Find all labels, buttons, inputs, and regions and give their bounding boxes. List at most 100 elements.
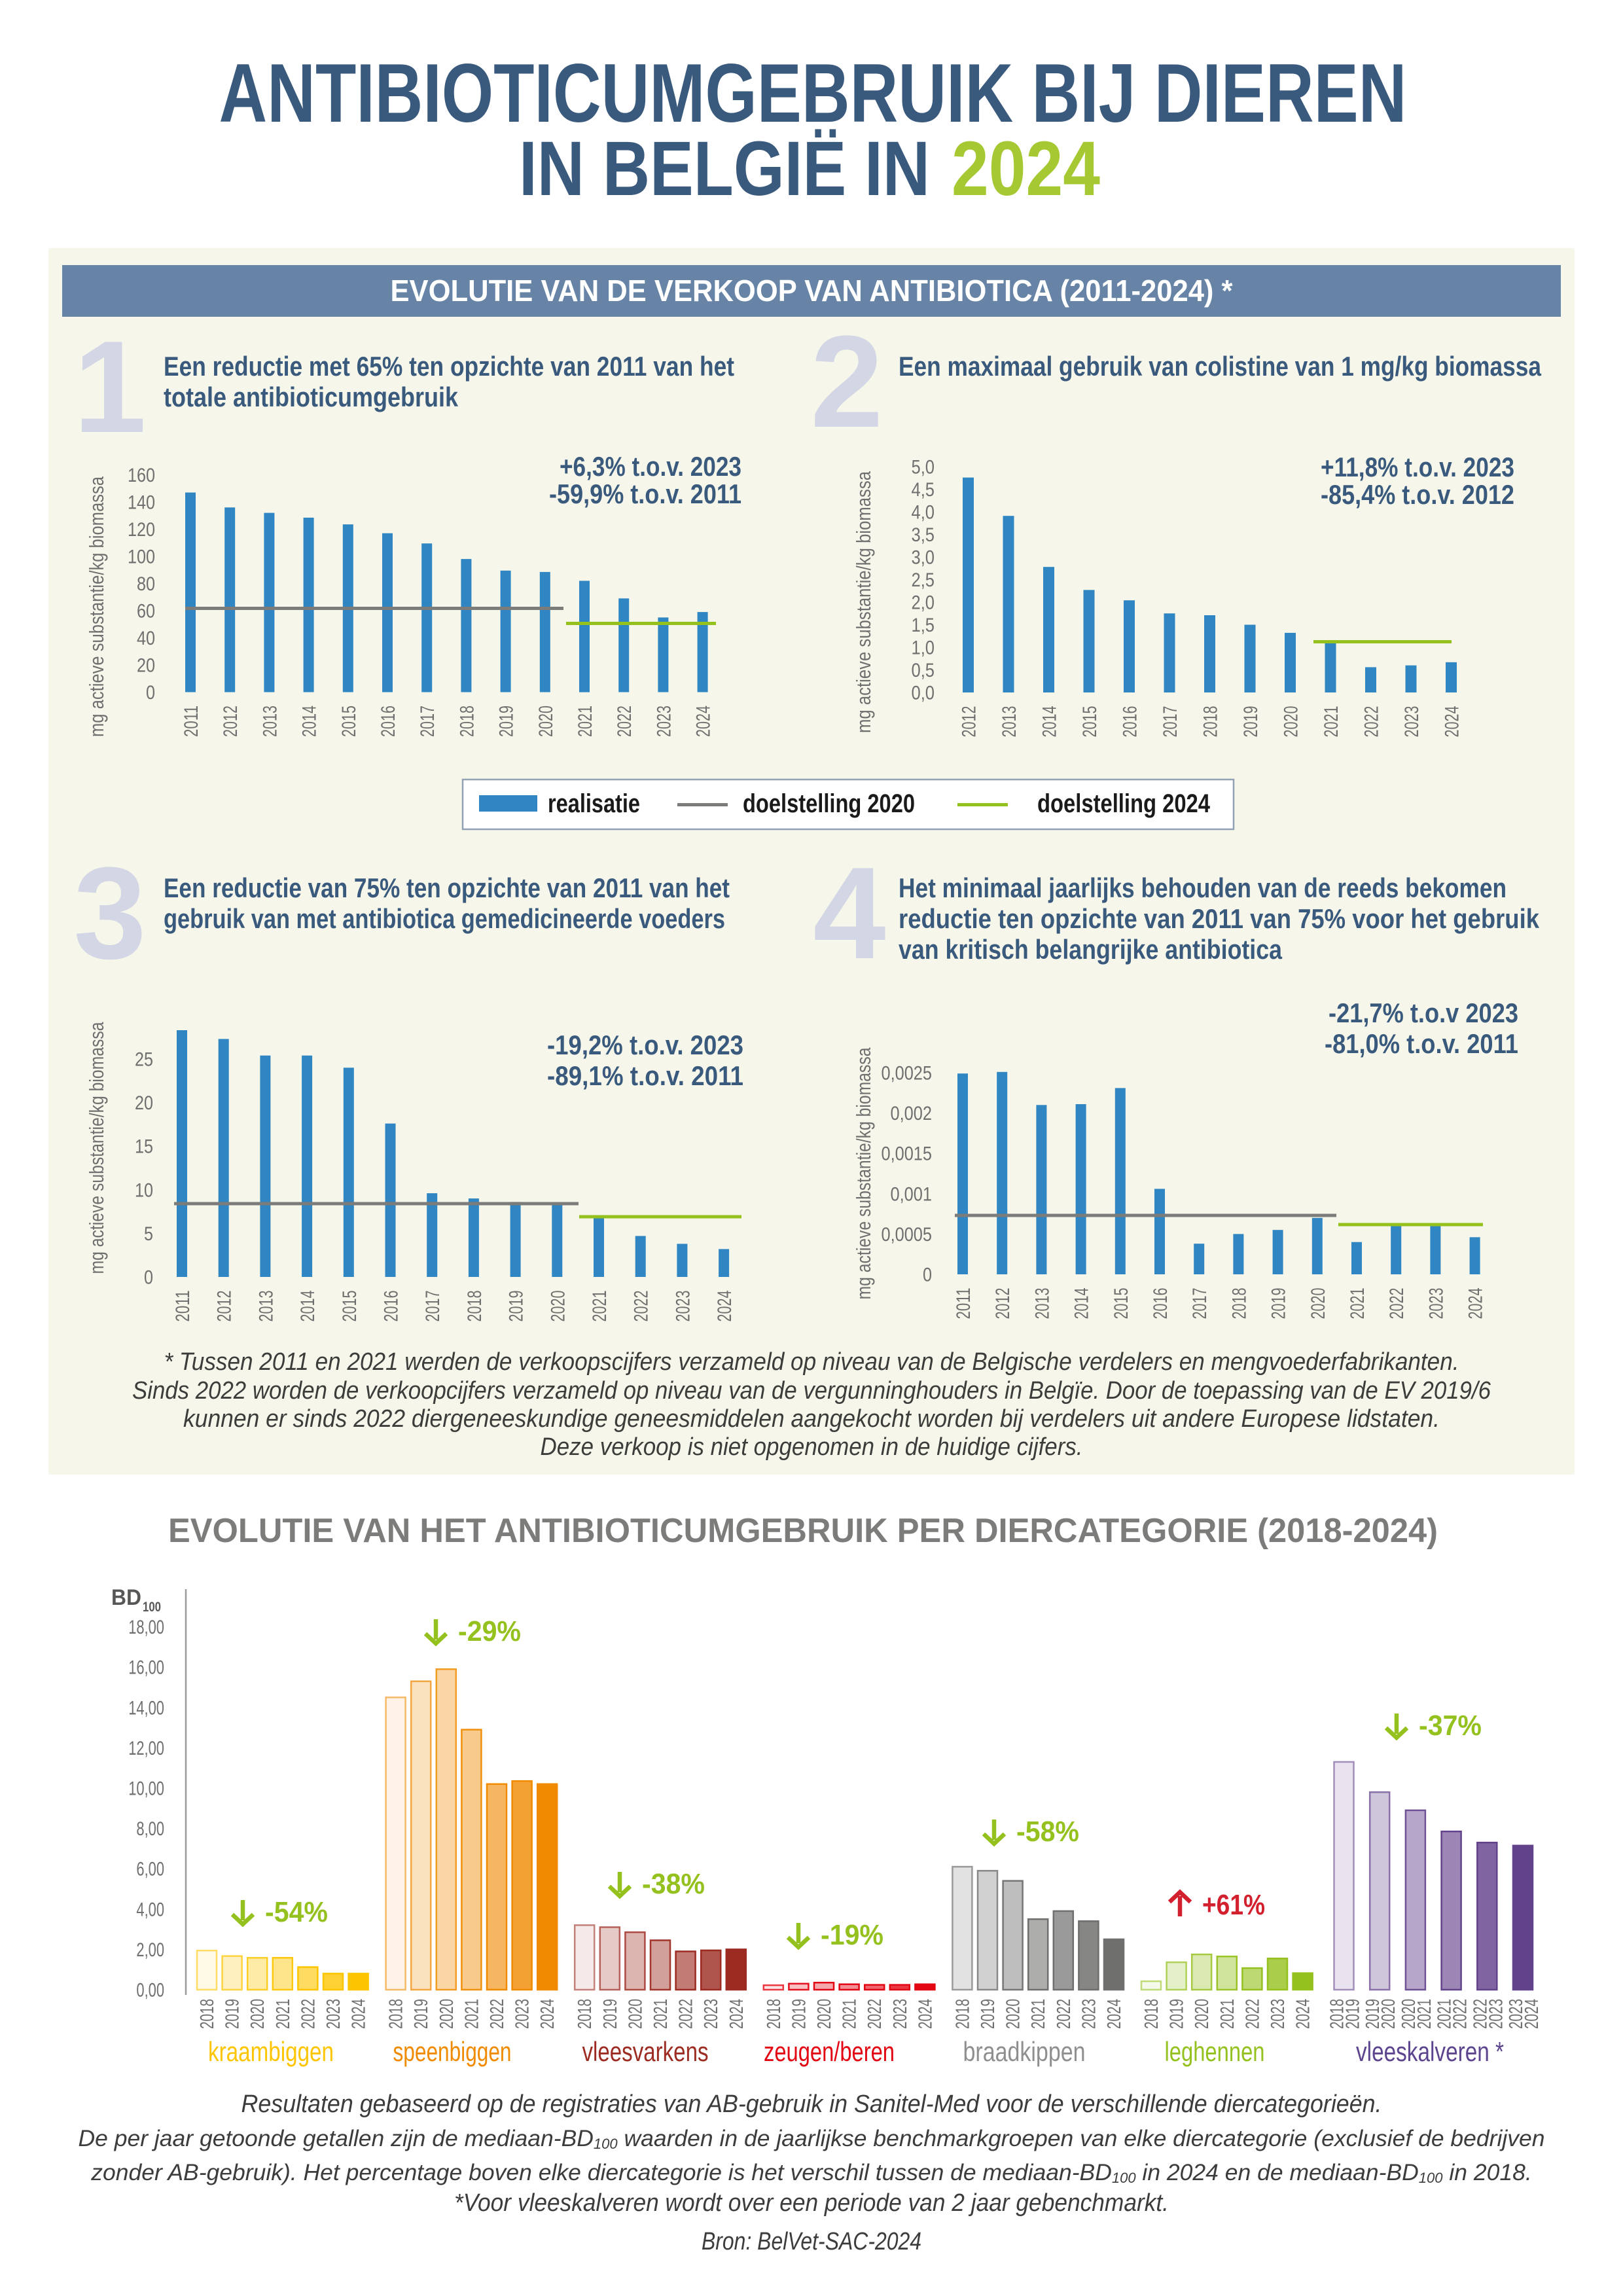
svg-text:2019: 2019: [1268, 1288, 1290, 1319]
svg-text:2023: 2023: [1486, 1999, 1507, 2029]
svg-text:2023: 2023: [1079, 1999, 1099, 2029]
svg-text:2015: 2015: [339, 1291, 361, 1322]
svg-text:2012: 2012: [959, 706, 980, 738]
svg-text:-38%: -38%: [642, 1868, 705, 1900]
svg-text:-89,1% t.o.v. 2011: -89,1% t.o.v. 2011: [547, 1060, 743, 1091]
svg-text:2021: 2021: [840, 1999, 861, 2029]
svg-text:6,00: 6,00: [136, 1859, 164, 1880]
svg-text:leghennen: leghennen: [1165, 2036, 1265, 2067]
svg-text:4,5: 4,5: [912, 479, 935, 501]
svg-text:Sinds 2022 worden de verkoopci: Sinds 2022 worden de verkoopcijfers verz…: [132, 1377, 1491, 1405]
svg-text:2022: 2022: [865, 1999, 885, 2029]
svg-text:60: 60: [137, 601, 155, 622]
svg-text:2023: 2023: [890, 1999, 911, 2029]
svg-text:2016: 2016: [1120, 706, 1141, 738]
svg-text:zonder AB-gebruik). Het percen: zonder AB-gebruik). Het percentage boven…: [90, 2159, 1531, 2186]
svg-text:2021: 2021: [575, 706, 596, 737]
svg-text:2023: 2023: [1425, 1288, 1447, 1319]
svg-text:4,00: 4,00: [136, 1899, 164, 1920]
svg-text:20: 20: [135, 1092, 153, 1114]
svg-text:2013: 2013: [1031, 1288, 1053, 1319]
svg-text:0,001: 0,001: [891, 1183, 933, 1205]
svg-text:2020: 2020: [1308, 1288, 1329, 1319]
svg-text:2019: 2019: [789, 1999, 810, 2029]
svg-text:25: 25: [135, 1049, 153, 1071]
svg-text:4: 4: [813, 840, 885, 986]
svg-text:2023: 2023: [653, 706, 675, 737]
svg-text:140: 140: [128, 492, 155, 514]
svg-text:mg actieve substantie/kg bioma: mg actieve substantie/kg biomassa: [85, 1022, 108, 1274]
svg-text:2018: 2018: [1228, 1288, 1250, 1319]
svg-text:2020: 2020: [247, 1999, 268, 2029]
svg-text:2022: 2022: [487, 1999, 508, 2029]
svg-text:totale antibioticumgebruik: totale antibioticumgebruik: [164, 382, 459, 412]
svg-text:2017: 2017: [1189, 1288, 1211, 1319]
svg-text:100: 100: [143, 1600, 161, 1615]
svg-text:5,0: 5,0: [912, 457, 935, 478]
svg-text:2018: 2018: [764, 1999, 785, 2029]
svg-text:zeugen/beren: zeugen/beren: [764, 2036, 895, 2067]
svg-text:vleesvarkens: vleesvarkens: [582, 2036, 709, 2067]
svg-text:-59,9% t.o.v. 2011: -59,9% t.o.v. 2011: [549, 478, 741, 509]
svg-text:2023: 2023: [701, 1999, 722, 2029]
svg-text:-21,7% t.o.v 2023: -21,7% t.o.v 2023: [1329, 997, 1518, 1028]
svg-text:* Tussen 2011 en 2021 werden d: * Tussen 2011 en 2021 werden de verkoops…: [164, 1348, 1459, 1376]
svg-text:doelstelling 2020: doelstelling 2020: [743, 789, 915, 818]
svg-text:2024: 2024: [726, 1999, 747, 2029]
svg-text:2018: 2018: [464, 1291, 486, 1322]
svg-text:0: 0: [146, 682, 155, 704]
svg-text:0,0: 0,0: [912, 683, 935, 704]
svg-text:1: 1: [73, 314, 146, 460]
svg-text:2019: 2019: [1240, 706, 1262, 738]
svg-text:2018: 2018: [952, 1999, 973, 2029]
svg-text:2021: 2021: [1321, 706, 1342, 738]
svg-text:2015: 2015: [1111, 1288, 1132, 1319]
svg-text:3,0: 3,0: [912, 547, 935, 569]
svg-text:kraambiggen: kraambiggen: [208, 2036, 334, 2067]
svg-text:0: 0: [923, 1265, 932, 1286]
svg-text:16,00: 16,00: [128, 1657, 164, 1679]
svg-text:vleeskalveren *: vleeskalveren *: [1356, 2036, 1504, 2067]
svg-text:2021: 2021: [589, 1291, 611, 1322]
svg-text:-19,2% t.o.v. 2023: -19,2% t.o.v. 2023: [547, 1030, 743, 1060]
svg-text:2019: 2019: [411, 1999, 432, 2029]
svg-text:2020: 2020: [1281, 706, 1302, 738]
svg-text:2018: 2018: [575, 1999, 596, 2029]
svg-text:2022: 2022: [1386, 1288, 1408, 1319]
svg-text:2018: 2018: [386, 1999, 407, 2029]
svg-text:2017: 2017: [417, 706, 438, 737]
svg-text:2015: 2015: [338, 706, 360, 737]
svg-text:kunnen er sinds 2022 diergenee: kunnen er sinds 2022 diergeneeskundige g…: [183, 1405, 1440, 1433]
svg-text:2019: 2019: [496, 706, 518, 737]
svg-text:2020: 2020: [1378, 1999, 1399, 2029]
svg-text:2019: 2019: [978, 1999, 999, 2029]
svg-text:*Voor vleeskalveren wordt over: *Voor vleeskalveren wordt over een perio…: [454, 2189, 1169, 2217]
svg-text:2014: 2014: [297, 1291, 319, 1322]
svg-text:2023: 2023: [672, 1291, 694, 1322]
svg-text:2021: 2021: [461, 1999, 482, 2029]
svg-text:2020: 2020: [625, 1999, 646, 2029]
svg-text:2020: 2020: [814, 1999, 835, 2029]
svg-text:2022: 2022: [1470, 1999, 1491, 2029]
svg-text:160: 160: [128, 465, 155, 486]
svg-text:Een reductie met 65% ten opzic: Een reductie met 65% ten opzichte van 20…: [164, 351, 734, 382]
svg-text:IN BELGIË IN: IN BELGIË IN: [519, 126, 930, 212]
svg-text:2022: 2022: [298, 1999, 319, 2029]
svg-text:14,00: 14,00: [128, 1697, 164, 1719]
svg-text:2019: 2019: [1343, 1999, 1364, 2029]
svg-text:2,00: 2,00: [136, 1939, 164, 1961]
svg-text:2020: 2020: [1192, 1999, 1213, 2029]
svg-text:2018: 2018: [197, 1999, 218, 2029]
svg-text:Resultaten gebaseerd op de reg: Resultaten gebaseerd op de registraties …: [241, 2090, 1382, 2118]
svg-text:2,0: 2,0: [912, 592, 935, 614]
svg-text:mg actieve substantie/kg bioma: mg actieve substantie/kg biomassa: [852, 1047, 875, 1300]
svg-text:10: 10: [135, 1179, 153, 1201]
svg-text:2024: 2024: [693, 706, 715, 737]
svg-text:2011: 2011: [172, 1291, 194, 1322]
svg-text:0,5: 0,5: [912, 660, 935, 681]
svg-text:0,002: 0,002: [891, 1103, 933, 1124]
svg-text:-37%: -37%: [1419, 1710, 1482, 1742]
svg-text:2024: 2024: [1442, 706, 1463, 738]
svg-text:2024: 2024: [349, 1999, 370, 2029]
svg-text:0,00: 0,00: [136, 1980, 164, 2001]
